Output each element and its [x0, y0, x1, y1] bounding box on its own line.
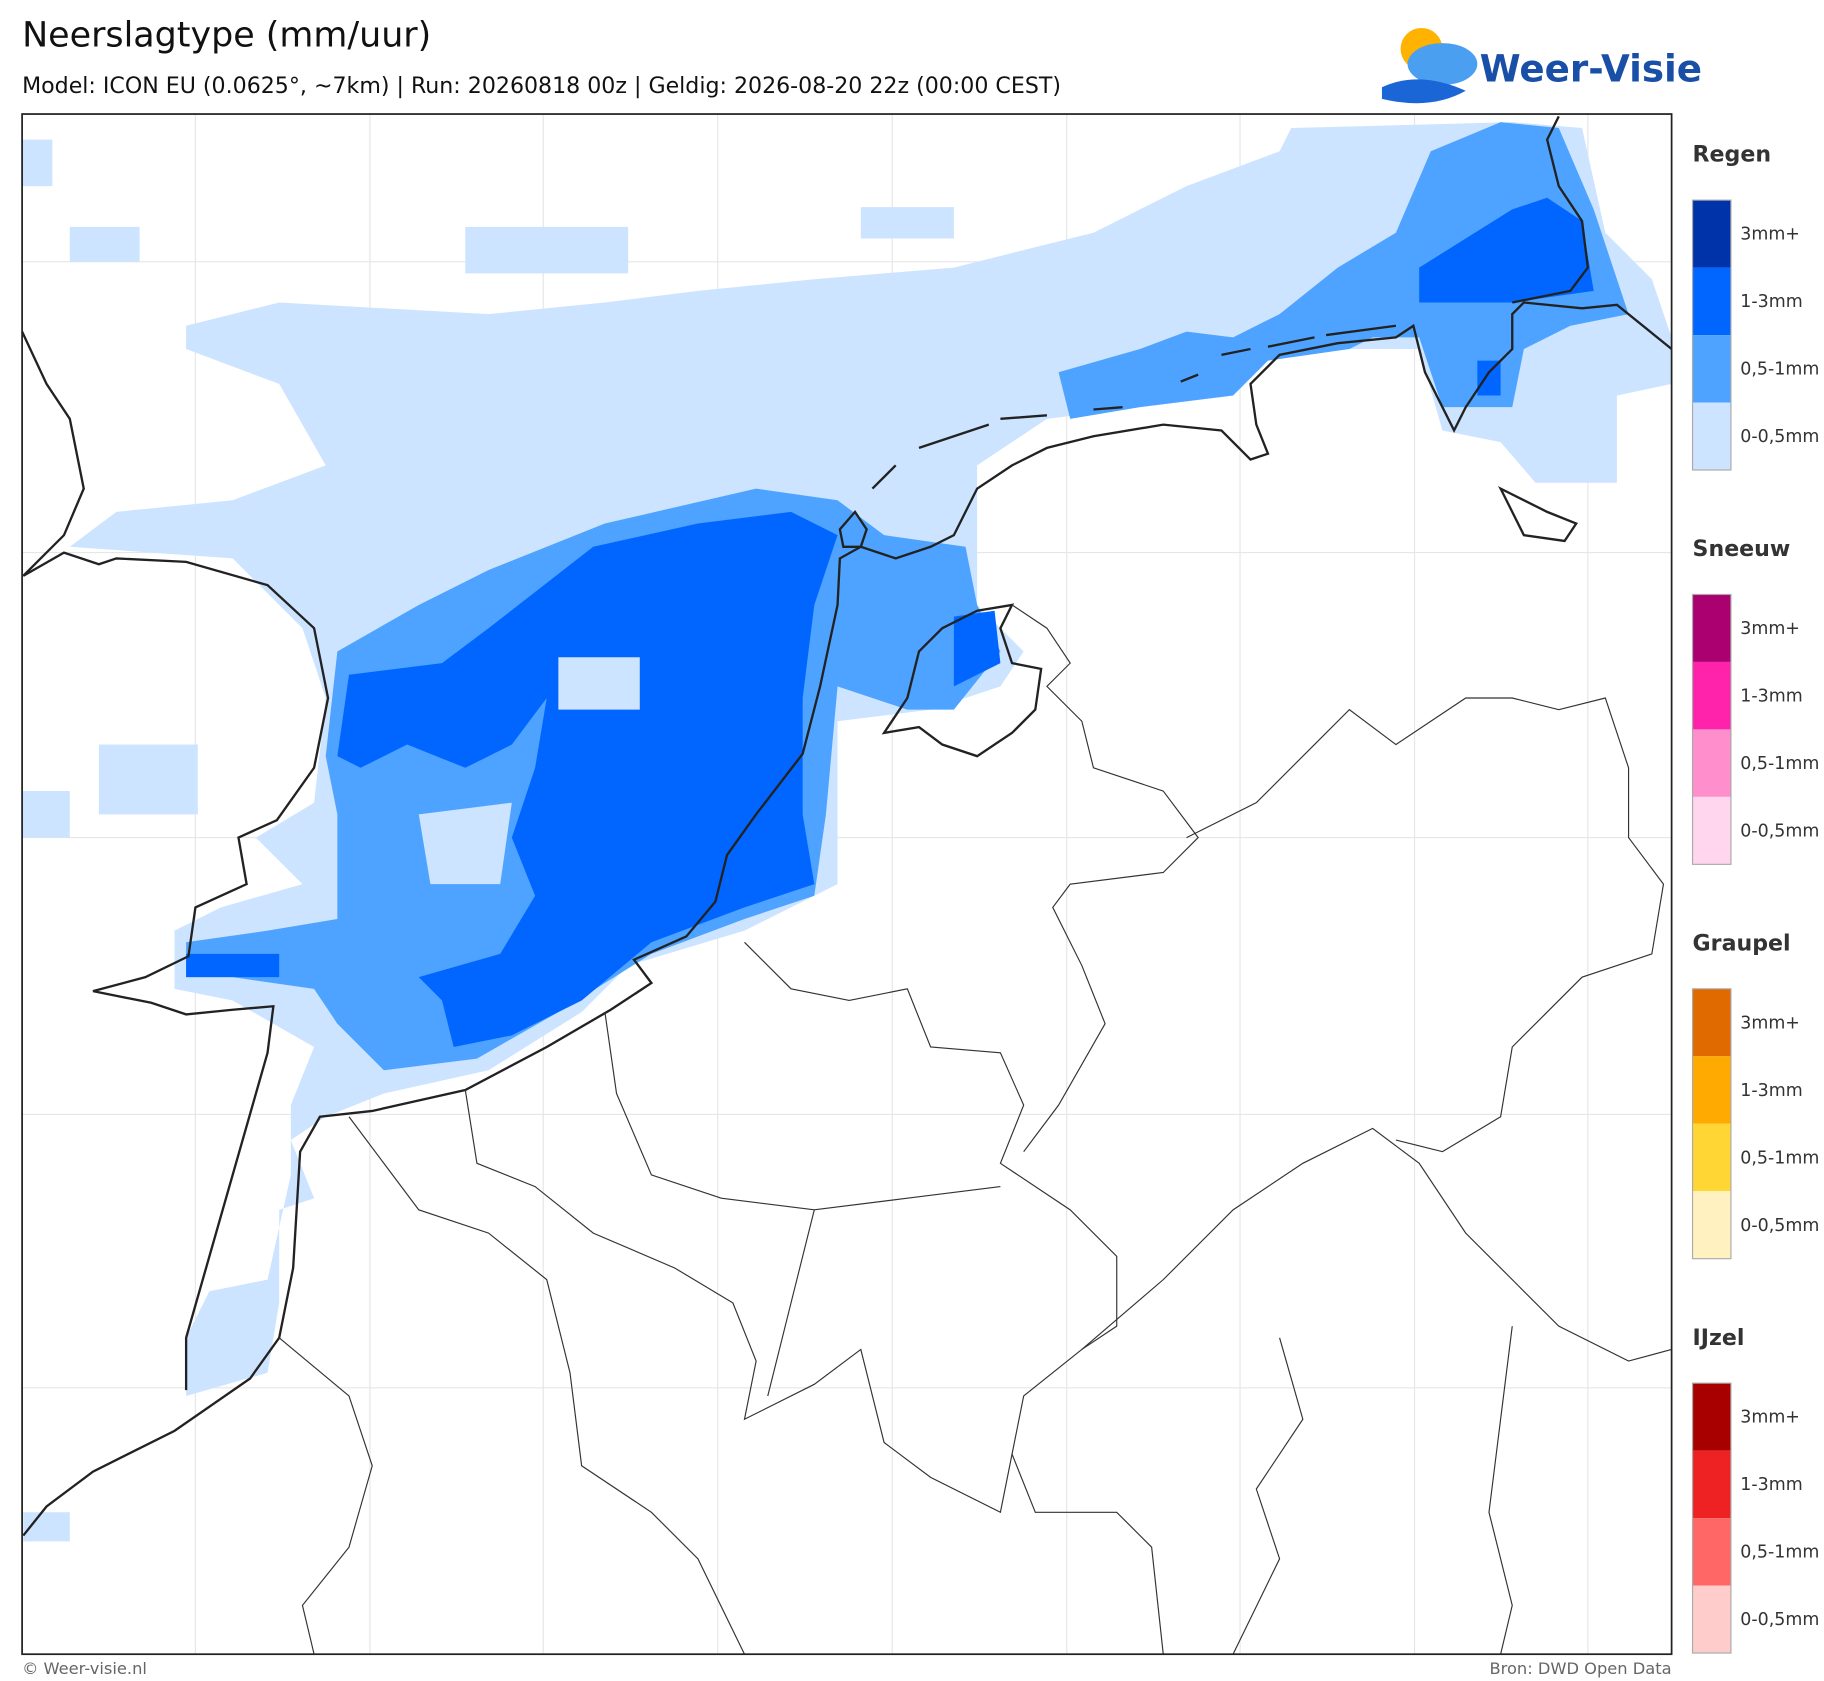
logo: Weer-Visie: [1381, 27, 1702, 104]
legend-swatch: [1692, 1123, 1731, 1192]
legend-swatch: [1692, 402, 1731, 470]
legend-swatch: [1692, 1383, 1731, 1451]
legend-label: 0-0,5mm: [1740, 1216, 1819, 1236]
footer-source: Bron: DWD Open Data: [1489, 1659, 1671, 1678]
logo-text: Weer-Visie: [1480, 46, 1702, 90]
legend-swatch: [1692, 335, 1731, 403]
legend-label: 1-3mm: [1740, 686, 1802, 706]
legend-swatch: [1692, 1191, 1731, 1259]
legend-frame: [1691, 199, 1732, 471]
legend-frame: [1691, 593, 1732, 865]
legend-swatch: [1692, 267, 1731, 336]
borders: [278, 604, 1672, 1655]
legend-label: 3mm+: [1740, 225, 1800, 245]
legend: Regen 3mm+ 1-3mm 0,5-1mm 0-0,5mm Sneeuw 3mm+ 1-…: [1691, 142, 1819, 1654]
legend-label: 3mm+: [1740, 1013, 1800, 1033]
legend-label: 3mm+: [1740, 619, 1800, 639]
title: Neerslagtype (mm/uur): [22, 16, 431, 56]
legend-label: 0,5-1mm: [1740, 360, 1819, 380]
legend-swatch: [1692, 594, 1731, 662]
legend-swatch: [1692, 1585, 1731, 1654]
legend-label: 0,5-1mm: [1740, 1148, 1819, 1168]
legend-swatch: [1692, 796, 1731, 865]
legend-frame: [1691, 988, 1732, 1260]
legend-swatch: [1692, 1056, 1731, 1124]
legend-title: IJzel: [1693, 1325, 1745, 1351]
legend-title: Graupel: [1693, 930, 1791, 956]
precipitation: [22, 122, 1672, 1542]
legend-label: 1-3mm: [1740, 292, 1802, 312]
legend-swatch: [1692, 988, 1731, 1057]
legend-label: 0,5-1mm: [1740, 754, 1819, 774]
legend-label: 3mm+: [1740, 1408, 1800, 1428]
map: [21, 113, 1673, 1656]
legend-swatch: [1692, 1518, 1731, 1586]
subtitle: Model: ICON EU (0.0625°, ~7km) | Run: 20…: [22, 73, 1061, 99]
legend-swatch: [1692, 200, 1731, 268]
legend-title: Sneeuw: [1693, 536, 1791, 562]
legend-label: 0,5-1mm: [1740, 1543, 1819, 1563]
legend-label: 0-0,5mm: [1740, 427, 1819, 447]
legend-swatch: [1692, 1450, 1731, 1519]
legend-label: 1-3mm: [1740, 1081, 1802, 1101]
legend-swatch: [1692, 661, 1731, 730]
legend-label: 1-3mm: [1740, 1475, 1802, 1495]
coastlines: [21, 115, 1673, 1537]
legend-label: 0-0,5mm: [1740, 1610, 1819, 1630]
legend-title: Regen: [1693, 142, 1772, 168]
legend-swatch: [1692, 729, 1731, 797]
legend-label: 0-0,5mm: [1740, 821, 1819, 841]
footer-credit: © Weer-visie.nl: [22, 1659, 147, 1678]
legend-frame: [1691, 1382, 1732, 1654]
